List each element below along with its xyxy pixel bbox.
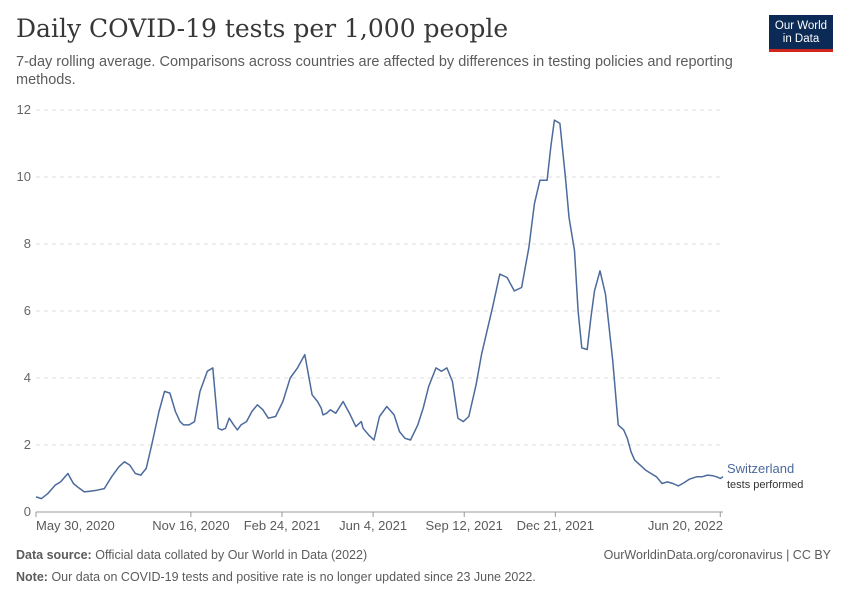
logo-line-1: Our World: [774, 20, 828, 32]
y-tick-label-2: 4: [24, 370, 31, 385]
owid-logo[interactable]: Our World in Data: [769, 15, 833, 52]
source-url-license[interactable]: OurWorldinData.org/coronavirus | CC BY: [603, 548, 831, 562]
x-tick-label-6: Jun 20, 2022: [648, 518, 723, 533]
x-tick-label-3: Jun 4, 2021: [339, 518, 407, 533]
x-tick-label-0: May 30, 2020: [36, 518, 115, 533]
x-tick-label-1: Nov 16, 2020: [152, 518, 229, 533]
series-label-metric: tests performed: [727, 479, 803, 491]
x-tick-label-5: Dec 21, 2021: [517, 518, 594, 533]
note-text: Our data on COVID-19 tests and positive …: [51, 570, 536, 584]
y-tick-label-6: 12: [17, 102, 31, 117]
y-tick-label-1: 2: [24, 437, 31, 452]
chart-subtitle: 7-day rolling average. Comparisons acros…: [16, 54, 733, 88]
logo-line-2: in Data: [782, 33, 820, 45]
note-label: Note:: [16, 570, 48, 584]
chart-title: Daily COVID-19 tests per 1,000 people: [16, 14, 509, 43]
y-tick-label-5: 10: [17, 169, 31, 184]
series-line-switzerland[interactable]: [35, 119, 724, 500]
series-label-switzerland: Switzerland: [727, 461, 794, 476]
x-tick-label-4: Sep 12, 2021: [426, 518, 503, 533]
y-tick-label-4: 8: [24, 236, 31, 251]
data-source: Data source: Official data collated by O…: [16, 548, 367, 562]
data-source-label: Data source:: [16, 548, 92, 562]
chart-note: Note: Our data on COVID-19 tests and pos…: [16, 570, 536, 584]
y-tick-label-3: 6: [24, 303, 31, 318]
y-tick-label-0: 0: [24, 504, 31, 519]
data-source-text: Official data collated by Our World in D…: [95, 548, 368, 562]
x-tick-label-2: Feb 24, 2021: [244, 518, 321, 533]
